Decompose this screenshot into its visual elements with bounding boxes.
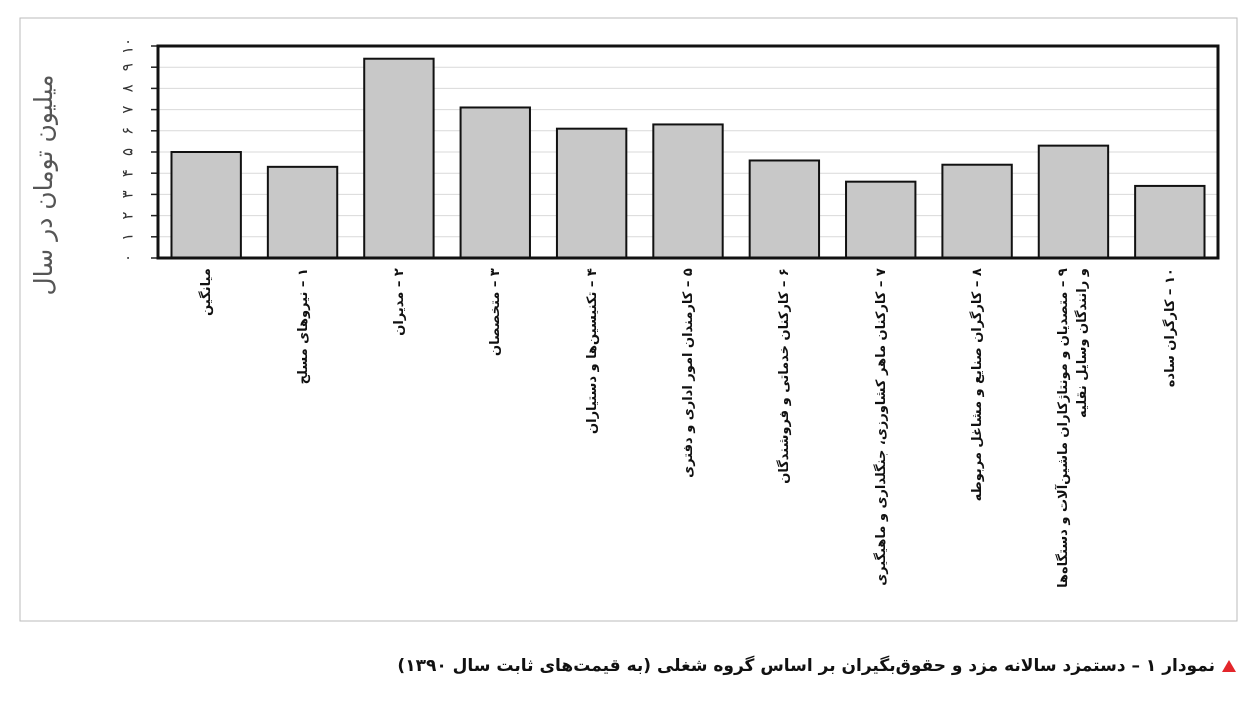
y-tick-label: ۹ [119, 63, 137, 71]
y-axis-label: میلیون تومان در سال [29, 74, 58, 295]
category-text: ۹ – متصدیان و مونتاژکاران ماشین‌آلات و د… [1056, 267, 1091, 588]
bar [266, 165, 339, 259]
chart-border [19, 17, 1238, 622]
category-text: ۴ – تکنیسین‌ها و دستیاران [584, 267, 600, 434]
bar [459, 106, 531, 260]
x-tick-label: ۱ – نیروهای مسلح [258, 268, 346, 598]
plot-frame [156, 44, 1220, 260]
bar [748, 159, 821, 259]
bar [555, 127, 628, 259]
x-tick-label: میانگین [162, 268, 250, 598]
x-tick-label: ۹ – متصدیان و مونتاژکاران ماشین‌آلات و د… [1029, 268, 1117, 598]
bar [941, 163, 1013, 259]
caption: نمودار ۱ – دستمزد سالانه مزد و حقوق‌بگیر… [397, 656, 1237, 676]
bar [845, 180, 917, 259]
y-tick-label: ۷ [119, 106, 137, 114]
y-tick-label: ۶ [119, 127, 137, 135]
y-tick-label: ۰ [119, 254, 137, 262]
category-text: ۶ – کارکنان خدماتی و فروشندگان [776, 267, 792, 484]
bar [363, 57, 435, 259]
x-tick-label: ۶ – کارکنان خدماتی و فروشندگان [740, 268, 828, 598]
bar [170, 151, 242, 259]
x-tick-label: ۷ – کارکنان ماهر کشاورزی، جنگلداری و ماه… [837, 268, 925, 598]
category-text: ۳ – متخصصان [487, 267, 503, 356]
category-text: ۷ – کارکنان ماهر کشاورزی، جنگلداری و ماه… [873, 267, 889, 586]
category-text: ۱ – نیروهای مسلح [295, 267, 311, 385]
y-tick-label: ۳ [119, 190, 137, 198]
category-text: ۵ – کارمندان امور اداری و دفتری [680, 267, 696, 478]
y-tick-label: ۲ [119, 212, 137, 220]
category-text: ۸ – کارگران صنایع و مشاغل مربوطه [969, 267, 985, 502]
y-tick-label: ۵ [119, 148, 137, 156]
x-tick-label: ۲ – مدیران [355, 268, 443, 598]
chart-title: نمودار ۱ – دستمزد سالانه مزد و حقوق‌بگیر… [397, 656, 1215, 676]
y-tick-label: ۸ [119, 84, 137, 92]
bar [1134, 184, 1206, 259]
x-tick-label: ۸ – کارگران صنایع و مشاغل مربوطه [933, 268, 1021, 598]
y-tick-label: ۴ [119, 169, 137, 177]
x-tick-label: ۴ – تکنیسین‌ها و دستیاران [547, 268, 635, 598]
bar [1037, 144, 1110, 259]
bar [652, 123, 724, 259]
x-tick-label: ۱۰ – کارگران ساده [1126, 268, 1214, 598]
x-tick-label: ۵ – کارمندان امور اداری و دفتری [644, 268, 732, 598]
category-text: ۲ – مدیران [391, 267, 407, 336]
x-tick-label: ۳ – متخصصان [451, 268, 539, 598]
y-tick-label: ۱۰ [119, 38, 137, 54]
category-text: میانگین [198, 267, 214, 316]
caption-marker [1222, 660, 1236, 672]
category-text: ۱۰ – کارگران ساده [1162, 267, 1178, 388]
y-tick-label: ۱ [119, 233, 137, 241]
